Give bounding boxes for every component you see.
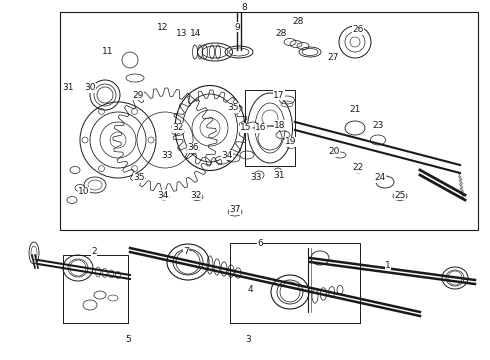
Text: 1: 1 [385, 261, 391, 270]
Bar [63, 255, 128, 323]
Text: 24: 24 [374, 174, 386, 183]
Text: 19: 19 [285, 138, 297, 147]
Text: 23: 23 [372, 121, 384, 130]
Text: 31: 31 [273, 171, 285, 180]
Text: 2: 2 [91, 248, 97, 256]
Text: 32: 32 [172, 123, 184, 132]
Text: 17: 17 [273, 90, 285, 99]
Text: 26: 26 [352, 26, 364, 35]
Text: 5: 5 [125, 336, 131, 345]
Text: 21: 21 [349, 105, 361, 114]
Text: 8: 8 [241, 3, 247, 12]
Text: 36: 36 [187, 144, 199, 153]
Text: 32: 32 [190, 190, 202, 199]
Text: 34: 34 [221, 150, 233, 159]
Text: 31: 31 [62, 84, 74, 93]
Bar [245, 90, 295, 166]
Text: 33: 33 [161, 150, 173, 159]
Text: 28: 28 [293, 18, 304, 27]
Text: 37: 37 [229, 206, 241, 215]
Text: 9: 9 [234, 22, 240, 31]
Text: 20: 20 [328, 148, 340, 157]
Text: 22: 22 [352, 163, 364, 172]
Text: 33: 33 [250, 174, 262, 183]
Text: 35: 35 [227, 104, 239, 112]
Text: 25: 25 [394, 190, 406, 199]
Text: 27: 27 [327, 54, 339, 63]
Text: 16: 16 [255, 123, 267, 132]
Text: 12: 12 [157, 22, 169, 31]
Text: 18: 18 [274, 121, 286, 130]
Text: 6: 6 [257, 238, 263, 248]
Bar [60, 12, 478, 230]
Text: 15: 15 [240, 123, 252, 132]
Text: 11: 11 [102, 48, 114, 57]
Bar [230, 243, 360, 323]
Text: 4: 4 [247, 285, 253, 294]
Text: 28: 28 [275, 28, 287, 37]
Text: 35: 35 [133, 174, 145, 183]
Text: 3: 3 [245, 336, 251, 345]
Text: 13: 13 [176, 28, 188, 37]
Text: 30: 30 [84, 84, 96, 93]
Text: 10: 10 [78, 188, 90, 197]
Text: 29: 29 [132, 90, 144, 99]
Text: 7: 7 [183, 248, 189, 256]
Text: 14: 14 [190, 28, 202, 37]
Text: 34: 34 [157, 190, 169, 199]
